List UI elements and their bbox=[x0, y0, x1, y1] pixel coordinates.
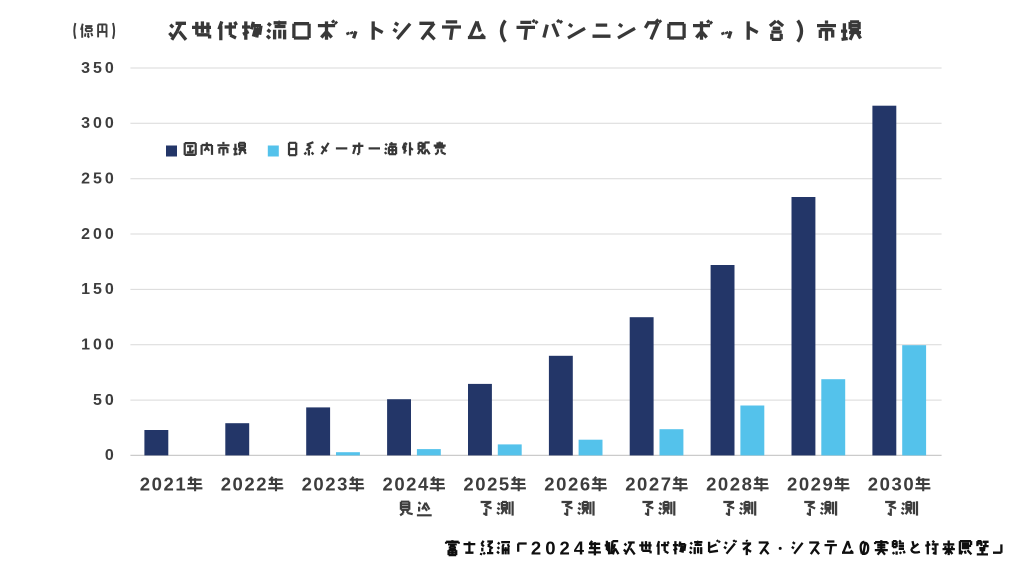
svg-text:0: 0 bbox=[545, 538, 555, 559]
svg-text:0: 0 bbox=[105, 447, 117, 464]
svg-text:200: 200 bbox=[81, 226, 117, 243]
svg-text:2021: 2021 bbox=[140, 474, 187, 495]
svg-text:2023: 2023 bbox=[302, 474, 349, 495]
svg-text:2024: 2024 bbox=[383, 474, 430, 495]
svg-text:2028: 2028 bbox=[706, 474, 753, 495]
svg-text:150: 150 bbox=[81, 281, 117, 298]
svg-text:4: 4 bbox=[574, 538, 585, 559]
svg-text:50: 50 bbox=[93, 392, 117, 409]
svg-text:2025: 2025 bbox=[463, 474, 510, 495]
svg-text:300: 300 bbox=[81, 115, 117, 132]
svg-text:100: 100 bbox=[81, 337, 117, 354]
svg-text:2026: 2026 bbox=[544, 474, 591, 495]
svg-text:2029: 2029 bbox=[787, 474, 834, 495]
svg-text:2027: 2027 bbox=[625, 474, 672, 495]
svg-text:350: 350 bbox=[81, 60, 117, 77]
svg-text:2: 2 bbox=[560, 538, 570, 559]
svg-text:2022: 2022 bbox=[221, 474, 268, 495]
svg-text:250: 250 bbox=[81, 171, 117, 188]
svg-text:2030: 2030 bbox=[868, 474, 915, 495]
svg-text:2: 2 bbox=[531, 538, 541, 559]
